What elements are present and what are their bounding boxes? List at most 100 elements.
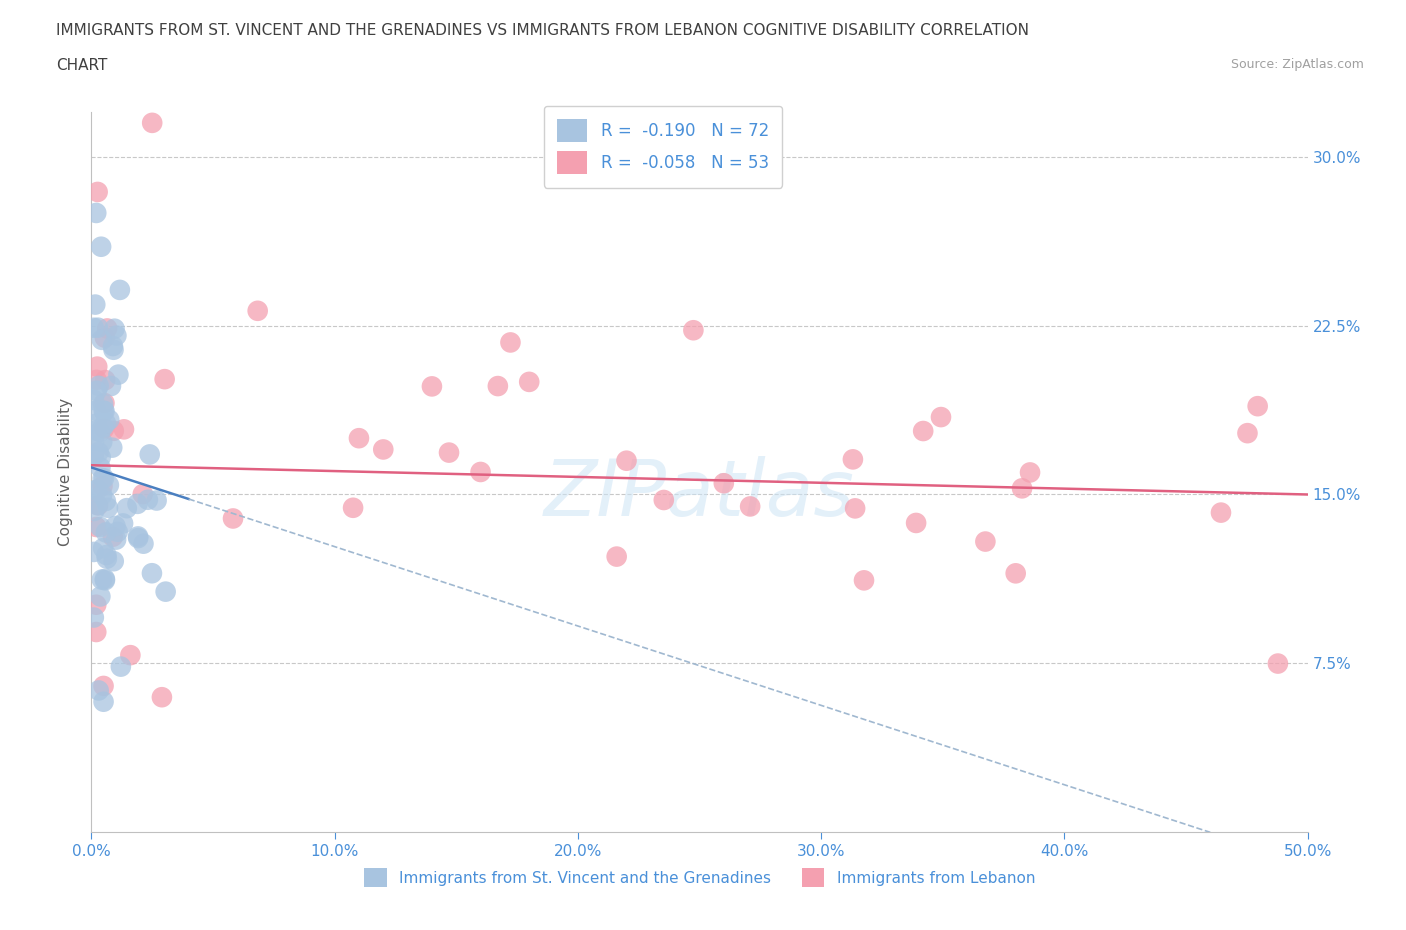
Point bbox=[91, 487, 114, 502]
Point bbox=[83, 320, 105, 335]
Point bbox=[97, 500, 120, 515]
Point bbox=[141, 115, 163, 130]
Point bbox=[94, 330, 117, 345]
Point bbox=[100, 379, 122, 393]
Point bbox=[83, 448, 105, 463]
Point bbox=[1246, 399, 1268, 414]
Point bbox=[93, 395, 115, 410]
Point bbox=[90, 572, 112, 587]
Point bbox=[98, 412, 121, 427]
Point bbox=[96, 548, 118, 563]
Point bbox=[91, 479, 114, 494]
Point bbox=[905, 515, 928, 530]
Point bbox=[127, 529, 149, 544]
Point bbox=[94, 494, 117, 509]
Legend: Immigrants from St. Vincent and the Grenadines, Immigrants from Lebanon: Immigrants from St. Vincent and the Gren… bbox=[357, 862, 1042, 893]
Point bbox=[84, 298, 107, 312]
Point bbox=[93, 471, 115, 485]
Point bbox=[110, 659, 132, 674]
Text: Source: ZipAtlas.com: Source: ZipAtlas.com bbox=[1230, 58, 1364, 71]
Point bbox=[93, 404, 115, 418]
Point bbox=[83, 544, 105, 559]
Point bbox=[127, 497, 149, 512]
Point bbox=[103, 423, 125, 438]
Point bbox=[91, 472, 114, 486]
Point bbox=[87, 498, 110, 512]
Point bbox=[105, 532, 128, 547]
Point bbox=[912, 423, 935, 438]
Point bbox=[94, 573, 117, 588]
Point bbox=[91, 540, 114, 555]
Text: ZIPatlas: ZIPatlas bbox=[544, 456, 855, 532]
Point bbox=[1267, 657, 1289, 671]
Point bbox=[132, 537, 155, 551]
Point bbox=[115, 500, 138, 515]
Point bbox=[929, 409, 952, 424]
Point bbox=[682, 323, 704, 338]
Point bbox=[842, 452, 865, 467]
Point bbox=[90, 450, 112, 465]
Point bbox=[342, 500, 364, 515]
Y-axis label: Cognitive Disability: Cognitive Disability bbox=[58, 398, 73, 546]
Point bbox=[93, 695, 115, 710]
Point bbox=[486, 379, 509, 393]
Point bbox=[93, 404, 115, 418]
Text: IMMIGRANTS FROM ST. VINCENT AND THE GRENADINES VS IMMIGRANTS FROM LEBANON COGNIT: IMMIGRANTS FROM ST. VINCENT AND THE GREN… bbox=[56, 23, 1029, 38]
Point bbox=[155, 584, 177, 599]
Point bbox=[90, 239, 112, 254]
Point bbox=[138, 447, 160, 462]
Point bbox=[141, 565, 163, 580]
Point bbox=[83, 433, 105, 448]
Point bbox=[108, 283, 131, 298]
Point bbox=[853, 573, 876, 588]
Point bbox=[101, 440, 124, 455]
Point bbox=[83, 504, 105, 519]
Point bbox=[1019, 465, 1042, 480]
Point bbox=[153, 372, 176, 387]
Point bbox=[97, 478, 120, 493]
Point bbox=[101, 529, 124, 544]
Point bbox=[132, 486, 155, 501]
Point bbox=[90, 332, 112, 347]
Point bbox=[713, 476, 735, 491]
Point bbox=[86, 184, 108, 199]
Point bbox=[974, 534, 997, 549]
Point bbox=[84, 404, 107, 418]
Point bbox=[93, 419, 115, 434]
Point bbox=[112, 422, 135, 437]
Point bbox=[94, 572, 117, 587]
Point bbox=[437, 445, 460, 460]
Point bbox=[83, 483, 105, 498]
Point bbox=[420, 379, 443, 393]
Point bbox=[652, 493, 675, 508]
Point bbox=[83, 610, 105, 625]
Point bbox=[145, 493, 167, 508]
Point bbox=[87, 683, 110, 698]
Point bbox=[96, 551, 118, 566]
Point bbox=[94, 373, 117, 388]
Point bbox=[91, 396, 114, 411]
Point bbox=[87, 379, 110, 393]
Point bbox=[91, 434, 114, 449]
Point bbox=[1209, 505, 1232, 520]
Point bbox=[89, 589, 111, 604]
Point bbox=[89, 520, 111, 535]
Point bbox=[112, 516, 135, 531]
Point bbox=[84, 423, 107, 438]
Point bbox=[86, 498, 108, 512]
Point bbox=[84, 520, 107, 535]
Point bbox=[103, 342, 125, 357]
Point bbox=[105, 328, 128, 343]
Point bbox=[84, 625, 107, 640]
Point bbox=[86, 359, 108, 374]
Text: CHART: CHART bbox=[56, 58, 108, 73]
Point bbox=[87, 320, 110, 335]
Point bbox=[89, 460, 111, 475]
Point bbox=[89, 425, 111, 440]
Point bbox=[103, 553, 125, 568]
Point bbox=[86, 416, 108, 431]
Point bbox=[103, 321, 125, 336]
Point bbox=[1236, 426, 1258, 441]
Point bbox=[347, 431, 370, 445]
Point bbox=[740, 499, 762, 514]
